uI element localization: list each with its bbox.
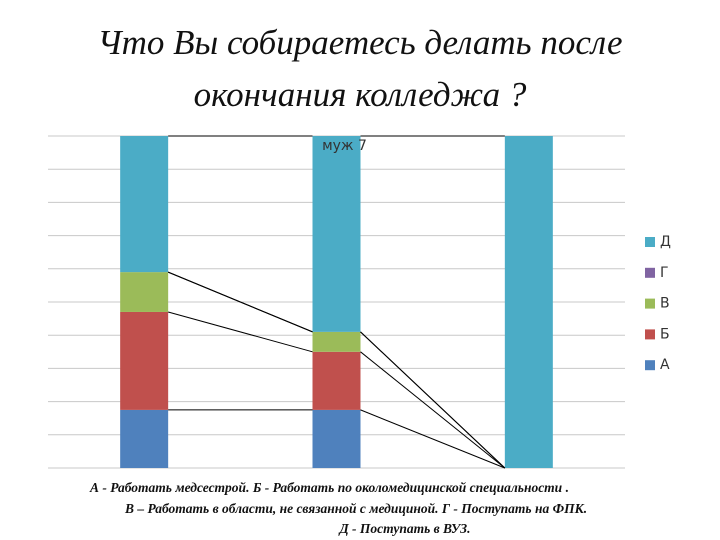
footnote: В – Работать в области, не связанной с м… <box>124 501 587 516</box>
bar-segment <box>312 136 361 332</box>
legend-swatch <box>645 237 655 247</box>
chart-title: окончания колледжа ? <box>194 75 527 114</box>
series-line <box>360 351 506 469</box>
bar-segment <box>312 409 361 468</box>
series-line <box>168 311 313 353</box>
series-line <box>360 409 506 469</box>
bar-segment <box>504 136 553 468</box>
footnote: Д - Поступать в ВУЗ. <box>337 521 470 536</box>
series-line <box>167 271 313 333</box>
legend-label: А <box>660 357 670 373</box>
legend-swatch <box>645 267 655 278</box>
series-line <box>360 331 506 469</box>
legend-label: Б <box>660 326 670 342</box>
chart-title: Что Вы собираетесь делать после <box>97 23 622 62</box>
bar-segment <box>120 272 169 312</box>
legend-swatch <box>645 298 655 309</box>
bar-segment <box>312 351 361 410</box>
legend-label: Д <box>660 234 671 250</box>
bar-segment <box>120 311 169 410</box>
bar-segment <box>120 409 169 468</box>
footnote: А - Работать медсестрой. Б - Работать по… <box>89 480 569 495</box>
legend-label: В <box>660 296 670 312</box>
legend-swatch <box>645 360 655 371</box>
legend-label: Г <box>660 265 669 281</box>
bar-segment <box>312 331 361 352</box>
annotation: муж 7 <box>322 138 367 154</box>
legend-swatch <box>645 329 655 340</box>
bar-segment <box>120 136 169 273</box>
